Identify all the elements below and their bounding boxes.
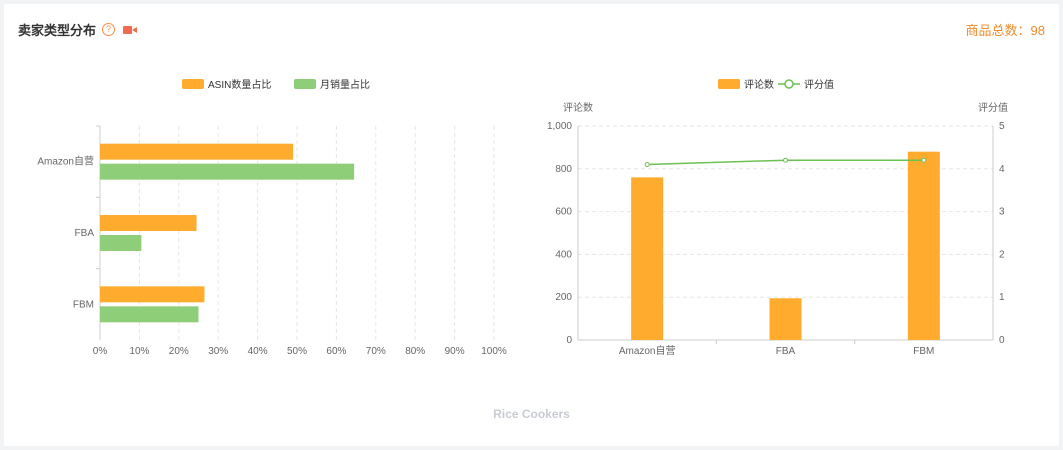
legend-swatch-reviews [718,79,740,89]
legend-label-rating: 评分值 [804,78,834,91]
y-tick-label-right: 4 [999,164,1005,175]
y-tick-label-right: 0 [999,335,1005,346]
legend-swatch-1 [182,79,204,89]
y-category-label: Amazon自营 [37,155,94,168]
y-tick-label-left: 200 [555,292,572,303]
y-tick-label-left: 800 [555,164,572,175]
y-tick-label-left: 0 [566,335,572,346]
bar-reviews [769,298,802,340]
y-tick-label-left: 400 [555,249,572,260]
bar-sales-share [100,306,199,323]
panel-title-text: 卖家类型分布 [18,23,97,38]
bar-asin-share [100,286,205,303]
y-axis-title-right: 评分值 [978,101,1008,114]
y-tick-label-left: 600 [555,207,572,218]
y-tick-label-right: 2 [999,249,1005,260]
y-category-label: FBM [73,299,94,310]
bar-asin-share [100,215,197,231]
rating-point [921,157,927,163]
x-tick-label: 80% [405,346,425,357]
y-category-label: FBA [75,228,95,239]
x-tick-label: 40% [248,346,268,357]
bar-asin-share [100,143,294,160]
x-tick-label: 30% [208,346,228,357]
video-icon[interactable] [123,25,138,35]
x-tick-label: 50% [287,346,307,357]
chart-caption: Rice Cookers [493,407,570,421]
x-tick-label: 20% [169,346,189,357]
bar-reviews [907,151,940,340]
y-tick-label-right: 1 [999,292,1005,303]
x-tick-label: 0% [93,346,108,357]
bar-reviews [631,177,664,340]
y-tick-label-left: 1,000 [547,121,572,132]
legend-label-2: 月销量占比 [320,78,370,91]
y-tick-label-right: 5 [999,121,1005,132]
x-tick-label: 70% [366,346,386,357]
x-tick-label: 90% [445,346,465,357]
y-tick-label-right: 3 [999,207,1005,218]
legend-label-1: ASIN数量占比 [208,78,271,91]
rating-point [644,162,650,168]
bar-sales-share [100,163,355,180]
panel-title: 卖家类型分布 ? [18,20,138,39]
legend-swatch-2 [294,79,316,89]
legend-label-reviews: 评论数 [744,78,774,91]
x-category-label: FBM [913,346,934,357]
x-category-label: Amazon自营 [619,344,676,357]
rating-point [783,157,788,163]
bar-sales-share [100,235,142,251]
total-products-count: 商品总数：98 [965,23,1045,38]
x-category-label: FBA [776,346,796,357]
x-tick-label: 100% [481,346,507,357]
x-tick-label: 10% [129,346,149,357]
x-tick-label: 60% [326,346,346,357]
y-axis-title-left: 评论数 [563,101,593,114]
help-icon[interactable]: ? [102,23,116,36]
legend-marker-rating [784,79,794,89]
